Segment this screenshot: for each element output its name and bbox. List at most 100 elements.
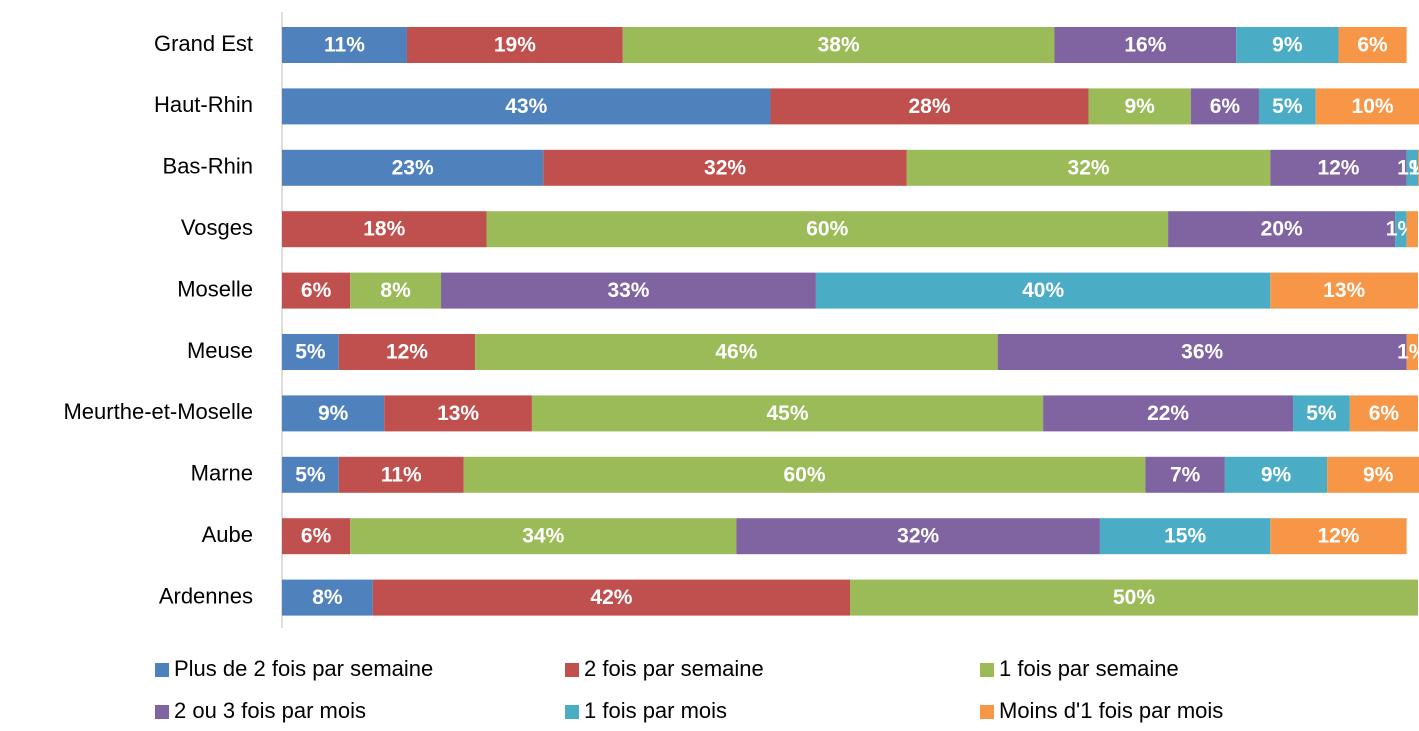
bar-segment (372, 579, 850, 616)
value-label: 32% (897, 525, 939, 548)
category-label: Haut-Rhin (154, 92, 253, 117)
value-label: 6% (1210, 95, 1241, 118)
value-label: 13% (437, 402, 479, 425)
bar-segment (282, 395, 385, 432)
value-label: 1% (1409, 156, 1419, 179)
value-label: 5% (1306, 402, 1337, 425)
value-label: 9% (1125, 95, 1156, 118)
bar-segment (282, 211, 487, 248)
value-label: 6% (1369, 402, 1400, 425)
bar-segment (282, 88, 771, 125)
value-label: 10% (1352, 95, 1394, 118)
bar-segment (1088, 88, 1191, 125)
bar-segment (1258, 88, 1316, 125)
legend-label: 1 fois par mois (584, 698, 727, 723)
value-label: 28% (909, 95, 951, 118)
value-label: 5% (295, 463, 326, 486)
bar-segment (282, 272, 351, 309)
bar-segment (622, 27, 1055, 63)
legend-swatch (980, 705, 994, 719)
value-label: 34% (522, 525, 564, 548)
value-label: 19% (494, 34, 536, 57)
bar-segment (1145, 456, 1225, 493)
bar-segment (282, 518, 351, 555)
value-label: 16% (1124, 34, 1166, 57)
value-label: 8% (380, 279, 411, 302)
category-label: Ardennes (159, 583, 253, 608)
bar-segment (543, 149, 907, 186)
value-label: 45% (767, 402, 809, 425)
value-label: 13% (1323, 279, 1365, 302)
value-label: 9% (1272, 34, 1303, 57)
bar-segment (338, 456, 464, 493)
value-label: 12% (1317, 525, 1359, 548)
bar-segment (441, 272, 816, 309)
bar-segment (1043, 395, 1294, 432)
value-label: 7% (1170, 463, 1201, 486)
bar-segment (463, 456, 1146, 493)
value-label: 43% (505, 95, 547, 118)
legend-swatch (980, 663, 994, 677)
value-label: 1% (1397, 156, 1419, 179)
value-label: 32% (704, 156, 746, 179)
bar-segment (1270, 272, 1418, 309)
bar-segment (282, 27, 407, 63)
bar-segment (1168, 211, 1396, 248)
value-label: 46% (715, 341, 757, 364)
value-label: 33% (607, 279, 649, 302)
bar-segment (1190, 88, 1259, 125)
value-label: 11% (381, 463, 422, 486)
category-label: Bas-Rhin (163, 154, 253, 179)
category-label: Vosges (181, 215, 253, 240)
category-label: Moselle (177, 276, 253, 301)
value-label: 60% (784, 463, 826, 486)
bar-segment (475, 334, 998, 370)
legend-swatch (155, 705, 169, 719)
bar-segment (1349, 395, 1418, 432)
bar-segment (1406, 149, 1418, 186)
value-label: 9% (318, 402, 349, 425)
bar-segment (1099, 518, 1271, 555)
value-label: 5% (1272, 95, 1303, 118)
value-label: 9% (1363, 463, 1394, 486)
legend-swatch (565, 663, 579, 677)
bar-segment (850, 579, 1418, 616)
value-label: 23% (392, 156, 434, 179)
legend-swatch (565, 705, 579, 719)
value-label: 32% (1068, 156, 1110, 179)
category-label: Marne (191, 461, 253, 486)
category-label: Meurthe-et-Moselle (63, 399, 253, 424)
legend-label: Moins d'1 fois par mois (999, 698, 1223, 723)
bar-segment (1293, 395, 1350, 432)
bar-segment (350, 518, 737, 555)
value-label: 5% (295, 341, 326, 364)
bar-segment (1315, 88, 1419, 125)
value-label: 11% (324, 34, 365, 57)
bar-segment (282, 149, 544, 186)
value-label: 20% (1261, 218, 1303, 241)
legend-swatch (155, 663, 169, 677)
bar-segment (384, 395, 532, 432)
bar-segment (1406, 211, 1418, 248)
bar-segment (1406, 334, 1418, 370)
value-label: 22% (1147, 402, 1189, 425)
bar-segment (531, 395, 1044, 432)
value-label: 36% (1181, 341, 1223, 364)
bar-segment (282, 456, 339, 493)
legend-label: Plus de 2 fois par semaine (174, 656, 433, 681)
value-label: 18% (363, 218, 405, 241)
value-label: 6% (1357, 34, 1388, 57)
bar-segment (770, 88, 1089, 125)
value-label: 50% (1113, 586, 1155, 609)
bar-segment (282, 334, 339, 370)
bar-segment (1338, 27, 1407, 63)
value-label: 8% (312, 586, 343, 609)
bar-segment (1224, 456, 1328, 493)
legend-label: 1 fois par semaine (999, 656, 1179, 681)
value-label: 12% (1317, 156, 1359, 179)
value-label: 6% (301, 279, 332, 302)
bar-segment (338, 334, 476, 370)
value-label: 40% (1022, 279, 1064, 302)
bar-segment (736, 518, 1100, 555)
